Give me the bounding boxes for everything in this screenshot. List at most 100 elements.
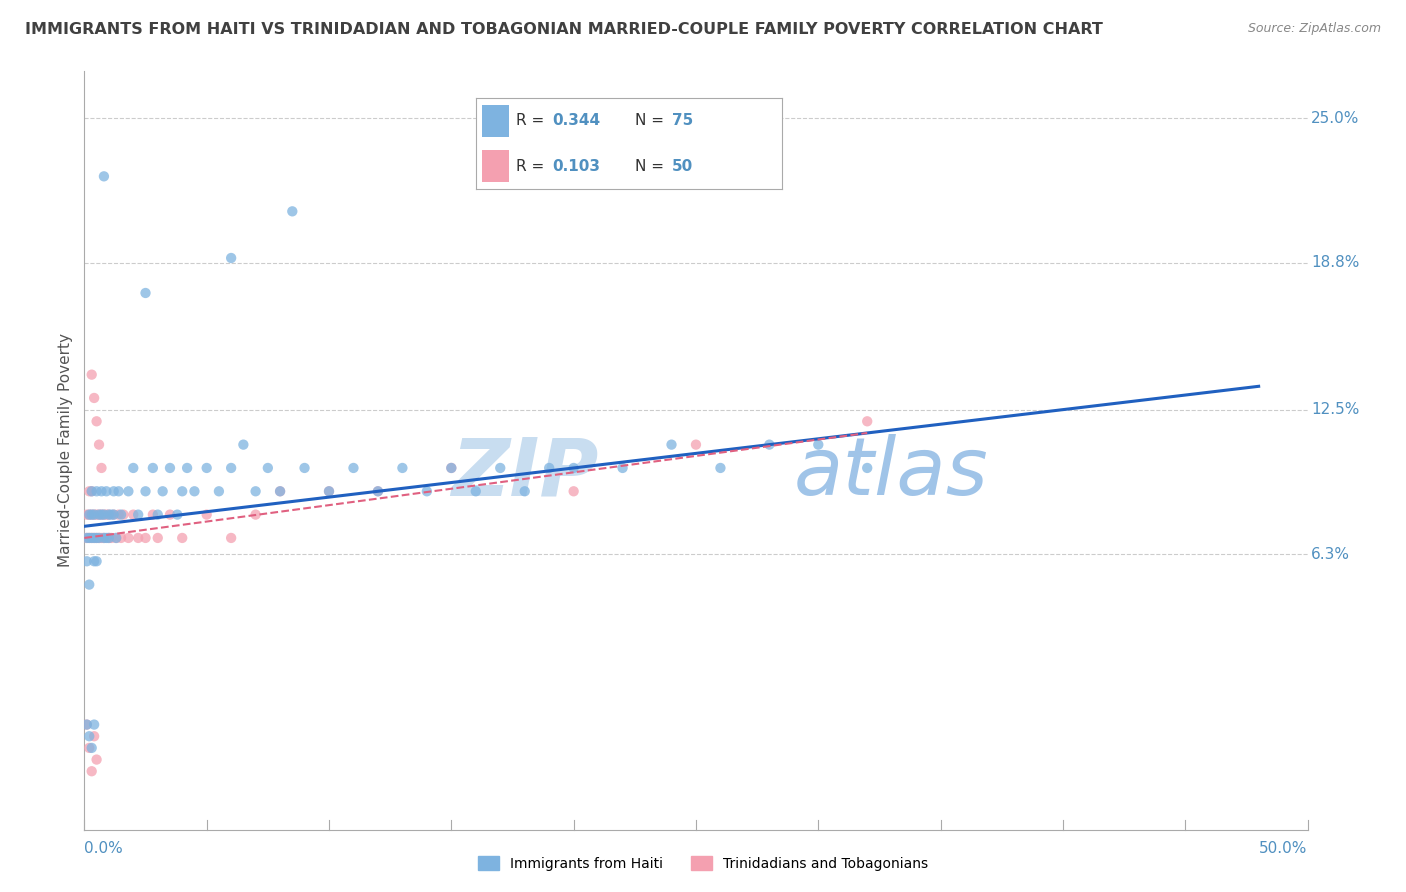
- Point: [146, 531, 169, 545]
- Point: [87, 437, 110, 451]
- Point: [440, 461, 463, 475]
- Point: [107, 508, 129, 522]
- Point: [709, 461, 731, 475]
- Point: [80, 764, 103, 779]
- Point: [685, 437, 707, 451]
- Point: [612, 461, 634, 475]
- Point: [159, 508, 181, 522]
- Point: [97, 531, 120, 545]
- Point: [152, 484, 174, 499]
- Point: [245, 508, 267, 522]
- Point: [269, 484, 291, 499]
- Point: [257, 461, 280, 475]
- Point: [90, 531, 112, 545]
- Point: [96, 531, 118, 545]
- Point: [86, 753, 108, 767]
- Point: [86, 484, 108, 499]
- Point: [208, 484, 231, 499]
- Point: [219, 461, 242, 475]
- Text: Source: ZipAtlas.com: Source: ZipAtlas.com: [1247, 22, 1381, 36]
- Point: [83, 508, 105, 522]
- Point: [90, 508, 112, 522]
- Point: [93, 508, 115, 522]
- Point: [464, 484, 486, 499]
- Point: [76, 717, 98, 731]
- Text: IMMIGRANTS FROM HAITI VS TRINIDADIAN AND TOBAGONIAN MARRIED-COUPLE FAMILY POVERT: IMMIGRANTS FROM HAITI VS TRINIDADIAN AND…: [25, 22, 1104, 37]
- Point: [281, 204, 304, 219]
- Text: 25.0%: 25.0%: [1312, 111, 1360, 126]
- Point: [100, 508, 122, 522]
- Point: [97, 508, 120, 522]
- Point: [538, 461, 561, 475]
- Point: [83, 531, 105, 545]
- Point: [80, 368, 103, 382]
- Point: [87, 508, 110, 522]
- Point: [77, 531, 100, 545]
- Point: [232, 437, 254, 451]
- Point: [117, 531, 139, 545]
- Point: [318, 484, 340, 499]
- Point: [127, 508, 149, 522]
- Point: [367, 484, 389, 499]
- Point: [103, 484, 125, 499]
- Point: [87, 508, 110, 522]
- Point: [90, 484, 112, 499]
- Point: [93, 531, 115, 545]
- Point: [77, 740, 100, 755]
- Point: [86, 508, 108, 522]
- Point: [83, 729, 105, 743]
- Point: [86, 414, 108, 428]
- Point: [122, 508, 145, 522]
- Point: [245, 484, 267, 499]
- Point: [77, 484, 100, 499]
- Point: [80, 531, 103, 545]
- Point: [172, 484, 194, 499]
- Point: [112, 508, 135, 522]
- Point: [142, 461, 165, 475]
- Text: 0.0%: 0.0%: [84, 841, 124, 856]
- Point: [80, 484, 103, 499]
- Point: [142, 508, 165, 522]
- Point: [100, 531, 122, 545]
- Point: [176, 461, 198, 475]
- Point: [195, 461, 218, 475]
- Point: [758, 437, 780, 451]
- Point: [318, 484, 340, 499]
- Text: atlas: atlas: [794, 434, 988, 512]
- Point: [416, 484, 439, 499]
- Point: [93, 508, 115, 522]
- Point: [76, 531, 98, 545]
- Legend: Immigrants from Haiti, Trinidadians and Tobagonians: Immigrants from Haiti, Trinidadians and …: [472, 850, 934, 876]
- Point: [90, 508, 112, 522]
- Point: [96, 484, 118, 499]
- Point: [97, 531, 120, 545]
- Point: [661, 437, 683, 451]
- Point: [513, 484, 536, 499]
- Point: [83, 531, 105, 545]
- Point: [103, 508, 125, 522]
- Point: [83, 508, 105, 522]
- Point: [440, 461, 463, 475]
- Point: [856, 461, 879, 475]
- Point: [87, 531, 110, 545]
- Point: [219, 531, 242, 545]
- Point: [159, 461, 181, 475]
- Text: 6.3%: 6.3%: [1312, 547, 1350, 562]
- Text: ZIP: ZIP: [451, 434, 598, 512]
- Point: [135, 484, 157, 499]
- Point: [172, 531, 194, 545]
- Point: [76, 717, 98, 731]
- Point: [97, 508, 120, 522]
- Point: [195, 508, 218, 522]
- Point: [93, 169, 115, 184]
- Point: [562, 484, 585, 499]
- Point: [76, 554, 98, 568]
- Point: [183, 484, 205, 499]
- Point: [86, 531, 108, 545]
- Point: [77, 508, 100, 522]
- Point: [110, 531, 132, 545]
- Point: [105, 531, 128, 545]
- Point: [77, 508, 100, 522]
- Point: [83, 554, 105, 568]
- Point: [80, 508, 103, 522]
